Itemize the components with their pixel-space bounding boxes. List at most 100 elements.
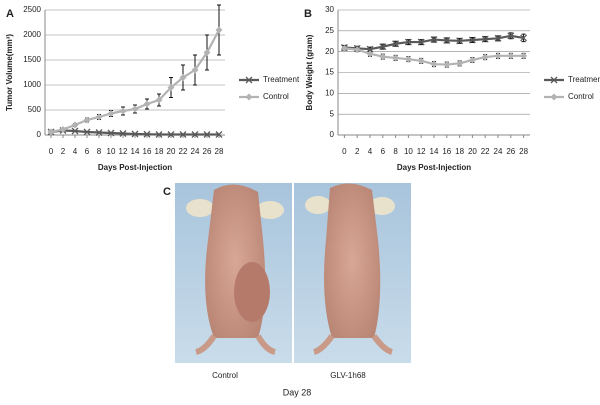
y-axis-label: Tumor Volume(mm³) — [5, 34, 14, 111]
point — [366, 50, 374, 58]
point — [481, 53, 489, 61]
point — [71, 127, 79, 135]
point — [143, 130, 151, 138]
y-tick-label: 15 — [325, 68, 334, 77]
x-tick-label: 4 — [73, 147, 78, 156]
x-tick-label: 10 — [404, 147, 413, 156]
point — [95, 129, 103, 136]
point — [430, 60, 438, 68]
y-tick-label: 0 — [37, 130, 42, 139]
point — [179, 74, 187, 81]
point — [353, 46, 361, 54]
x-tick-label: 16 — [143, 147, 152, 156]
point — [203, 49, 211, 56]
x-tick-label: 16 — [442, 147, 451, 156]
point — [443, 61, 451, 69]
point — [392, 54, 400, 62]
caption: GLV-1h68 — [330, 371, 366, 380]
x-tick-label: 20 — [167, 147, 176, 156]
point — [520, 52, 528, 60]
y-tick-label: 25 — [325, 26, 334, 35]
x-tick-label: 22 — [179, 147, 188, 156]
point — [155, 96, 163, 104]
point — [340, 44, 348, 52]
x-tick-label: 14 — [430, 147, 439, 156]
y-tick-label: 2000 — [23, 30, 41, 39]
legend-label: Treatment — [568, 75, 600, 84]
x-tick-label: 12 — [417, 147, 426, 156]
point — [95, 113, 103, 121]
point — [494, 52, 502, 60]
point — [468, 56, 476, 64]
point — [456, 59, 464, 67]
legend-marker — [550, 76, 558, 84]
point — [468, 36, 476, 44]
x-tick-label: 8 — [97, 147, 102, 156]
y-tick-label: 0 — [330, 130, 335, 139]
point — [494, 34, 502, 42]
caption: Control — [212, 371, 238, 380]
point — [215, 26, 223, 34]
point — [143, 100, 151, 108]
y-tick-label: 5 — [330, 109, 335, 118]
x-tick-label: 18 — [155, 147, 164, 156]
point — [215, 131, 223, 138]
x-tick-label: 18 — [455, 147, 464, 156]
point — [430, 36, 438, 44]
x-tick-label: 6 — [85, 147, 90, 156]
footer: Day 28 — [283, 387, 312, 397]
x-tick-label: 20 — [468, 147, 477, 156]
point — [404, 38, 412, 46]
point — [131, 130, 139, 138]
point — [59, 126, 67, 133]
point — [83, 128, 91, 136]
x-tick-label: 2 — [61, 147, 66, 156]
y-axis-label: Body Weight (gram) — [305, 34, 314, 110]
x-tick-label: 26 — [203, 147, 212, 156]
legend-label: Control — [263, 92, 289, 101]
point — [443, 36, 451, 44]
point — [191, 131, 199, 138]
photo — [175, 183, 411, 363]
x-axis-label: Days Post-Injection — [98, 163, 172, 172]
x-tick-label: 28 — [519, 147, 528, 156]
point — [404, 55, 412, 63]
x-tick-label: 26 — [506, 147, 515, 156]
point — [167, 131, 175, 138]
panel-label: A — [6, 8, 14, 20]
point — [203, 131, 211, 138]
legend-label: Treatment — [263, 75, 300, 84]
point — [119, 130, 127, 137]
x-tick-label: 0 — [49, 147, 54, 156]
x-tick-label: 24 — [191, 147, 200, 156]
point — [83, 116, 91, 124]
point — [155, 131, 163, 138]
x-tick-label: 10 — [107, 147, 116, 156]
x-tick-label: 8 — [393, 147, 398, 156]
point — [167, 84, 175, 91]
point — [507, 32, 515, 40]
point — [379, 53, 387, 61]
legend-marker — [550, 93, 558, 101]
x-tick-label: 4 — [368, 147, 373, 156]
point — [47, 128, 55, 136]
x-tick-label: 22 — [481, 147, 490, 156]
y-tick-label: 500 — [28, 105, 42, 114]
point — [417, 57, 425, 65]
point — [179, 131, 187, 138]
point — [131, 105, 139, 113]
x-tick-label: 14 — [131, 147, 140, 156]
x-tick-label: 6 — [381, 147, 386, 156]
point — [392, 40, 400, 48]
point — [71, 121, 79, 129]
y-tick-label: 1500 — [23, 55, 41, 64]
x-tick-label: 28 — [215, 147, 224, 156]
legend-label: Control — [568, 92, 594, 101]
y-tick-label: 2500 — [23, 5, 41, 14]
point — [107, 129, 115, 137]
point — [107, 110, 115, 117]
point — [119, 107, 127, 115]
x-tick-label: 12 — [119, 147, 128, 156]
panel-label: B — [304, 8, 312, 20]
